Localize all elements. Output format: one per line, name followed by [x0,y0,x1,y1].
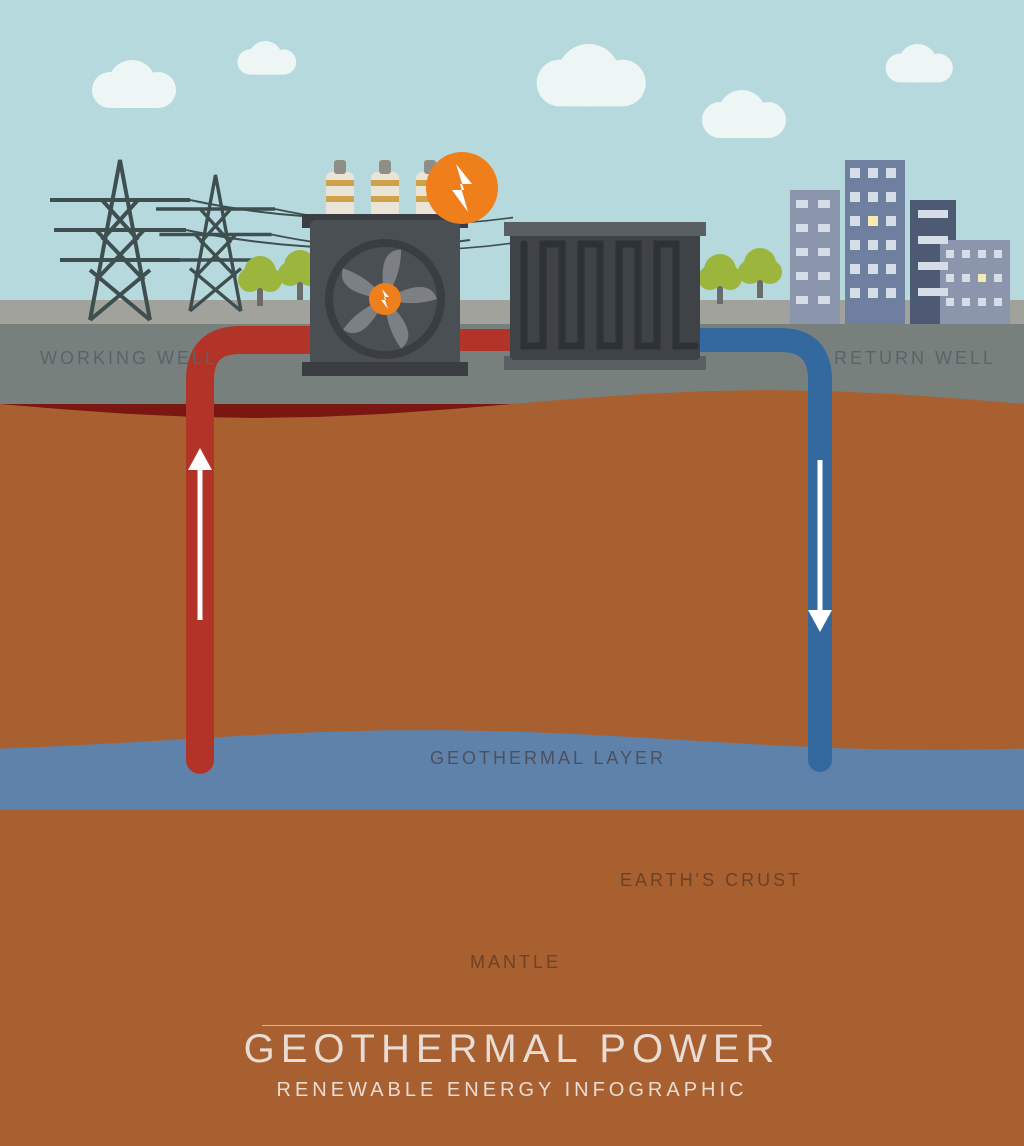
condenser-unit [504,222,706,370]
infographic-title: GEOTHERMAL POWER [0,1027,1024,1072]
label-return-well: RETURN WELL [834,348,996,369]
label-working-well: WORKING WELL [40,348,218,369]
label-earths-crust: EARTH'S CRUST [620,870,802,891]
title-rule [262,1025,762,1026]
geothermal-infographic [0,0,1024,1146]
infographic-subtitle: RENEWABLE ENERGY INFOGRAPHIC [0,1079,1024,1102]
label-geothermal-layer: GEOTHERMAL LAYER [430,748,666,769]
label-mantle: MANTLE [470,952,561,973]
